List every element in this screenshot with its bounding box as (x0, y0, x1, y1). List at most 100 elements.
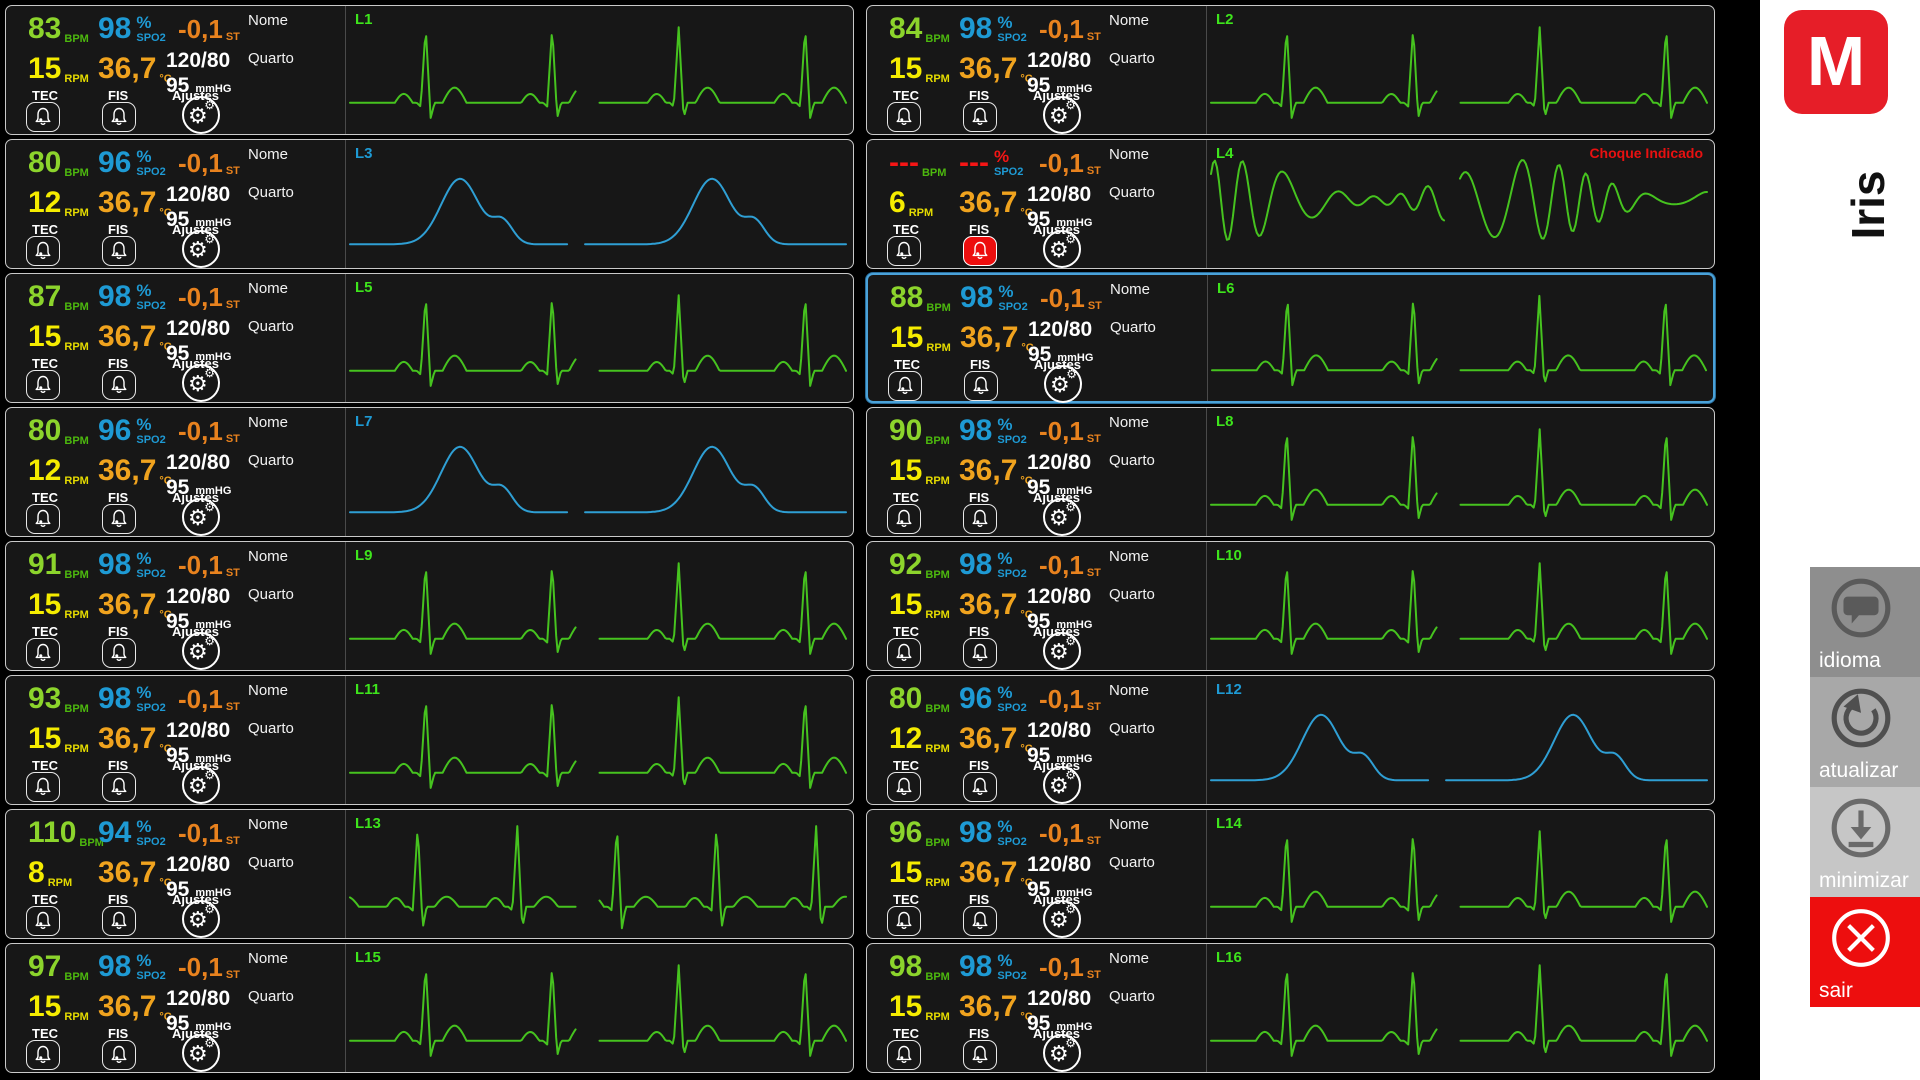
settings-button[interactable]: ⚙ ⚙ (182, 900, 220, 938)
patient-tile[interactable]: 93 BPM 98 % SPO2 -0,1 ST 15 RPM 36,7 °C … (5, 675, 854, 805)
patient-tile[interactable]: 88 BPM 98 % SPO2 -0,1 ST 15 RPM 36,7 °C … (866, 273, 1715, 403)
patient-name-label: Nome (1109, 146, 1150, 163)
patient-tile[interactable]: 98 BPM 98 % SPO2 -0,1 ST 15 RPM 36,7 °C … (866, 943, 1715, 1073)
st-unit: ST (225, 165, 240, 177)
patient-tile[interactable]: --- BPM --- % SPO2 -0,1 ST 6 RPM 36,7 °C… (866, 139, 1715, 269)
bell-icon (892, 640, 916, 667)
tile-divider (1206, 6, 1207, 134)
blood-pressure-value: 120/80 (166, 987, 231, 1010)
settings-button[interactable]: ⚙ ⚙ (182, 766, 220, 804)
waveform-panel: L9 (347, 543, 850, 669)
respiration-unit: RPM (64, 1011, 89, 1023)
tec-alarm-button[interactable] (26, 1040, 60, 1070)
settings-button[interactable]: ⚙ ⚙ (182, 96, 220, 134)
tec-alarm-button[interactable] (887, 906, 921, 936)
patient-tile[interactable]: 96 BPM 98 % SPO2 -0,1 ST 15 RPM 36,7 °C … (866, 809, 1715, 939)
settings-button[interactable]: ⚙ ⚙ (182, 498, 220, 536)
tec-alarm-button[interactable] (26, 102, 60, 132)
language-button[interactable]: idioma (1810, 567, 1920, 677)
spo2-unit: SPO2 (136, 32, 166, 44)
bell-icon (107, 238, 131, 265)
settings-button[interactable]: ⚙ ⚙ (1043, 498, 1081, 536)
tec-alarm-button[interactable] (26, 236, 60, 266)
fis-alarm-button[interactable] (102, 102, 136, 132)
settings-button[interactable]: ⚙ ⚙ (1043, 900, 1081, 938)
temperature-value: 36,7 (98, 320, 157, 353)
fis-alarm-button[interactable] (102, 504, 136, 534)
heart-rate-unit: BPM (921, 167, 947, 179)
fis-alarm-button[interactable] (964, 371, 998, 401)
settings-button[interactable]: ⚙ ⚙ (1043, 96, 1081, 134)
tec-alarm-button[interactable] (26, 504, 60, 534)
fis-alarm-button[interactable] (102, 236, 136, 266)
patient-tile[interactable]: 83 BPM 98 % SPO2 -0,1 ST 15 RPM 36,7 °C … (5, 5, 854, 135)
blood-pressure-value: 120/80 (1027, 853, 1092, 876)
tec-alarm-button[interactable] (26, 638, 60, 668)
bed-label: L10 (1216, 547, 1242, 564)
fis-alarm-button[interactable] (963, 1040, 997, 1070)
patient-tile[interactable]: 80 BPM 96 % SPO2 -0,1 ST 12 RPM 36,7 °C … (5, 407, 854, 537)
settings-button[interactable]: ⚙ ⚙ (1043, 1034, 1081, 1072)
patient-tile[interactable]: 84 BPM 98 % SPO2 -0,1 ST 15 RPM 36,7 °C … (866, 5, 1715, 135)
tec-alarm-button[interactable] (888, 371, 922, 401)
settings-button[interactable]: ⚙ ⚙ (182, 230, 220, 268)
gear-icon: ⚙ (188, 908, 208, 933)
language-icon (1831, 578, 1891, 638)
tec-alarm-button[interactable] (26, 370, 60, 400)
fis-alarm-button[interactable] (963, 638, 997, 668)
patient-name-label: Nome (1110, 281, 1151, 298)
patient-tile[interactable]: 91 BPM 98 % SPO2 -0,1 ST 15 RPM 36,7 °C … (5, 541, 854, 671)
heart-rate-value: 90 (889, 414, 923, 447)
fis-alarm-button[interactable] (102, 638, 136, 668)
exit-button[interactable]: sair (1810, 897, 1920, 1007)
patient-tile[interactable]: 110 BPM 94 % SPO2 -0,1 ST 8 RPM 36,7 °C … (5, 809, 854, 939)
patient-tile[interactable]: 90 BPM 98 % SPO2 -0,1 ST 15 RPM 36,7 °C … (866, 407, 1715, 537)
fis-alarm-button[interactable] (102, 370, 136, 400)
minimize-button[interactable]: minimizar (1810, 787, 1920, 897)
spo2-percent-sign: % (993, 147, 1010, 166)
tile-divider (1206, 944, 1207, 1072)
tec-alarm-button[interactable] (887, 504, 921, 534)
patient-tile[interactable]: 97 BPM 98 % SPO2 -0,1 ST 15 RPM 36,7 °C … (5, 943, 854, 1073)
st-value: -0,1 (1039, 550, 1084, 580)
fis-alarm-button[interactable] (963, 236, 997, 266)
settings-button[interactable]: ⚙ ⚙ (1044, 365, 1082, 403)
patient-tile[interactable]: 80 BPM 96 % SPO2 -0,1 ST 12 RPM 36,7 °C … (866, 675, 1715, 805)
blood-pressure-value: 120/80 (1027, 183, 1092, 206)
temperature-value: 36,7 (98, 588, 157, 621)
gear-icon: ⚙ (1049, 104, 1069, 129)
settings-button[interactable]: ⚙ ⚙ (182, 632, 220, 670)
spo2-value: 98 (959, 816, 993, 849)
fis-alarm-button[interactable] (963, 772, 997, 802)
fis-alarm-button[interactable] (963, 102, 997, 132)
blood-pressure-value: 120/80 (1027, 49, 1092, 72)
tec-alarm-button[interactable] (887, 638, 921, 668)
spo2-unit: SPO2 (997, 702, 1027, 714)
fis-alarm-button[interactable] (963, 504, 997, 534)
room-label: Quarto (248, 184, 294, 201)
fis-alarm-button[interactable] (963, 906, 997, 936)
fis-alarm-button[interactable] (102, 906, 136, 936)
tec-alarm-button[interactable] (26, 906, 60, 936)
settings-button[interactable]: ⚙ ⚙ (1043, 230, 1081, 268)
tec-alarm-button[interactable] (887, 102, 921, 132)
bed-label: L1 (355, 11, 373, 28)
settings-button[interactable]: ⚙ ⚙ (182, 1034, 220, 1072)
tec-alarm-button[interactable] (887, 772, 921, 802)
settings-button[interactable]: ⚙ ⚙ (1043, 766, 1081, 804)
fis-alarm-button[interactable] (102, 1040, 136, 1070)
settings-button[interactable]: ⚙ ⚙ (182, 364, 220, 402)
tec-alarm-button[interactable] (887, 1040, 921, 1070)
tec-alarm-button[interactable] (26, 772, 60, 802)
fis-alarm-label: FIS (969, 892, 990, 907)
fis-alarm-button[interactable] (102, 772, 136, 802)
patient-tile[interactable]: 80 BPM 96 % SPO2 -0,1 ST 12 RPM 36,7 °C … (5, 139, 854, 269)
refresh-button[interactable]: atualizar (1810, 677, 1920, 787)
patient-tile[interactable]: 87 BPM 98 % SPO2 -0,1 ST 15 RPM 36,7 °C … (5, 273, 854, 403)
st-value: -0,1 (1039, 818, 1084, 848)
tec-alarm-button[interactable] (887, 236, 921, 266)
settings-button[interactable]: ⚙ ⚙ (1043, 632, 1081, 670)
mean-pressure-value: 95 (1027, 610, 1051, 634)
patient-tile[interactable]: 92 BPM 98 % SPO2 -0,1 ST 15 RPM 36,7 °C … (866, 541, 1715, 671)
temperature-value: 36,7 (959, 186, 1018, 219)
